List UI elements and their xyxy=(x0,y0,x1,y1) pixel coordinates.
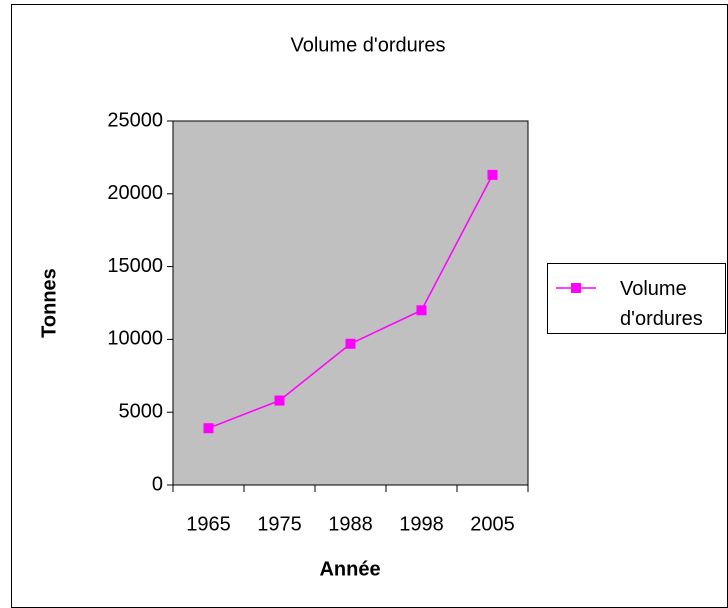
legend-swatch xyxy=(556,283,596,293)
data-point xyxy=(416,305,427,316)
data-point xyxy=(203,423,214,434)
data-point xyxy=(274,395,285,406)
data-point xyxy=(487,169,498,180)
y-tick-label: 25000 xyxy=(107,109,163,131)
data-point xyxy=(345,338,356,349)
y-tick-label: 20000 xyxy=(107,182,163,204)
y-tick-label: 5000 xyxy=(119,400,164,422)
plot-area xyxy=(172,120,529,486)
legend-label: Volume d'ordures xyxy=(620,278,703,330)
y-tick-label: 0 xyxy=(152,473,163,495)
x-axis-title: Année xyxy=(319,558,380,580)
x-tick-label: 1998 xyxy=(399,513,444,535)
x-tick-label: 1965 xyxy=(186,513,231,535)
x-tick-label: 1975 xyxy=(257,513,302,535)
chart-title: Volume d'ordures xyxy=(290,34,445,56)
legend: Volume d'ordures xyxy=(547,263,726,334)
y-tick-label: 15000 xyxy=(107,255,163,277)
y-axis-title: Tonnes xyxy=(38,268,60,338)
y-tick-label: 10000 xyxy=(107,328,163,350)
legend-marker xyxy=(571,283,581,293)
x-tick-label: 1988 xyxy=(328,513,373,535)
x-tick-label: 2005 xyxy=(470,513,515,535)
